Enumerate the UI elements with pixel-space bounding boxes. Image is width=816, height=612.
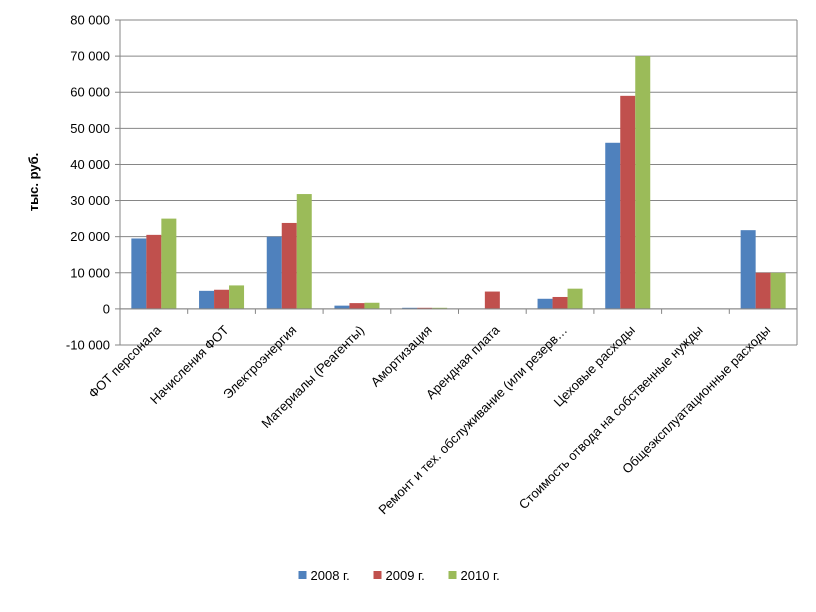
x-tick-label: ФОТ персонала [85, 322, 164, 401]
legend-label: 2010 г. [461, 568, 500, 583]
bar [402, 307, 418, 309]
bar [229, 285, 245, 309]
bar [334, 305, 350, 309]
legend-label: 2009 г. [386, 568, 425, 583]
y-axis-ticks: -10 000 0 10 000 20 000 30 000 40 000 50 000 60… [66, 13, 120, 353]
bar [281, 222, 297, 309]
bar [537, 298, 553, 309]
y-tick-label: 50 000 [70, 121, 110, 136]
bar [620, 95, 636, 309]
bar [131, 238, 147, 309]
bar [214, 289, 230, 309]
bar [740, 230, 756, 309]
bar [635, 56, 651, 309]
y-tick-label: 70 000 [70, 49, 110, 64]
legend: 2008 г. 2009 г. 2010 г. [298, 568, 500, 583]
y-tick-label: 20 000 [70, 229, 110, 244]
bar [770, 272, 786, 309]
y-tick-label: 40 000 [70, 157, 110, 172]
bar [552, 296, 568, 309]
x-tick-label: Общеэксплуатационные расходы [619, 322, 773, 476]
legend-label: 2008 г. [311, 568, 350, 583]
x-tick-label: Амортизация [368, 322, 435, 389]
bar-marks [131, 56, 786, 309]
bar [161, 218, 177, 309]
bar [432, 307, 448, 309]
bar [146, 234, 162, 309]
axes [119, 19, 798, 345]
y-tick-label: -10 000 [66, 338, 110, 353]
bar [266, 236, 282, 309]
y-tick-label: 10 000 [70, 265, 110, 280]
bar [755, 272, 771, 309]
x-tick-label: Электроэнергия [220, 322, 299, 401]
bar [605, 142, 621, 309]
legend-swatch [448, 571, 457, 579]
legend-swatch [298, 571, 307, 579]
legend-swatch [373, 571, 382, 579]
bar [364, 302, 380, 309]
bar [417, 307, 433, 309]
bar [349, 303, 365, 309]
bar [296, 194, 312, 309]
y-tick-label: 80 000 [70, 13, 110, 28]
y-axis-label: тыс. руб. [26, 153, 41, 212]
bar [484, 291, 500, 309]
bar [567, 288, 583, 309]
y-tick-label: 60 000 [70, 85, 110, 100]
bar [199, 290, 215, 309]
y-tick-label: 0 [103, 301, 110, 316]
y-tick-label: 30 000 [70, 193, 110, 208]
